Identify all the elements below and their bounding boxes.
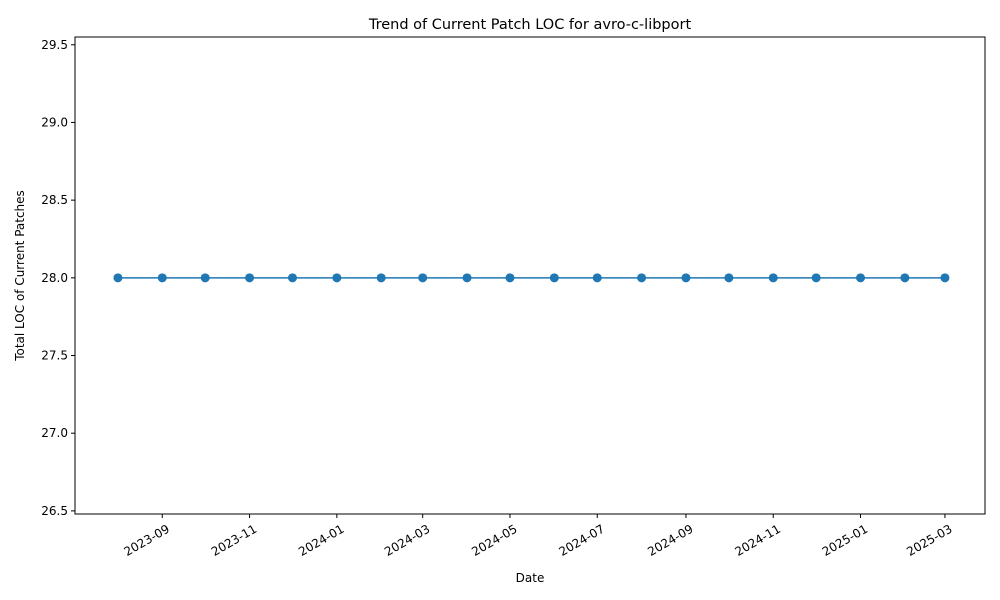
y-tick-label: 27.5 [41, 349, 68, 363]
y-tick-label: 29.5 [41, 38, 68, 52]
data-point [157, 273, 167, 283]
x-tick-label: 2024-05 [469, 522, 519, 559]
y-tick-label: 27.0 [41, 426, 68, 440]
data-point [592, 273, 602, 283]
plot-frame [74, 36, 986, 515]
y-tick-label: 29.0 [41, 115, 68, 129]
y-axis: 26.5 27.0 27.5 28.0 28.5 29.0 29.5 [41, 38, 75, 518]
x-axis: 2023-09 2023-11 2024-01 2024-03 2024-05 2024-… [122, 514, 955, 559]
x-tick-label: 2024-01 [296, 522, 346, 559]
data-point [549, 273, 559, 283]
data-point [811, 273, 821, 283]
x-axis-label: Date [516, 571, 545, 585]
x-tick-label: 2025-03 [904, 522, 954, 559]
data-point [637, 273, 647, 283]
data-point [113, 273, 123, 283]
data-point [200, 273, 210, 283]
x-tick-label: 2024-09 [645, 522, 695, 559]
data-point [724, 273, 734, 283]
data-point [856, 273, 866, 283]
chart-title: Trend of Current Patch LOC for avro-c-li… [368, 17, 692, 33]
data-point [681, 273, 691, 283]
data-point [940, 273, 950, 283]
x-tick-label: 2024-03 [382, 522, 432, 559]
data-point [245, 273, 255, 283]
data-point [418, 273, 428, 283]
y-tick-label: 28.5 [41, 193, 68, 207]
y-axis-label: Total LOC of Current Patches [13, 190, 27, 362]
data-point [332, 273, 342, 283]
data-point [900, 273, 910, 283]
data-point [768, 273, 778, 283]
data-point [287, 273, 297, 283]
y-tick-label: 28.0 [41, 271, 68, 285]
y-tick-label: 26.5 [41, 504, 68, 518]
data-point [505, 273, 515, 283]
x-tick-label: 2025-01 [820, 522, 870, 559]
x-tick-label: 2023-09 [122, 522, 172, 559]
x-tick-label: 2023-11 [209, 522, 259, 559]
x-tick-label: 2024-07 [557, 522, 607, 559]
data-point [376, 273, 386, 283]
data-point [462, 273, 472, 283]
x-tick-label: 2024-11 [733, 522, 783, 559]
plot-area [113, 273, 950, 283]
